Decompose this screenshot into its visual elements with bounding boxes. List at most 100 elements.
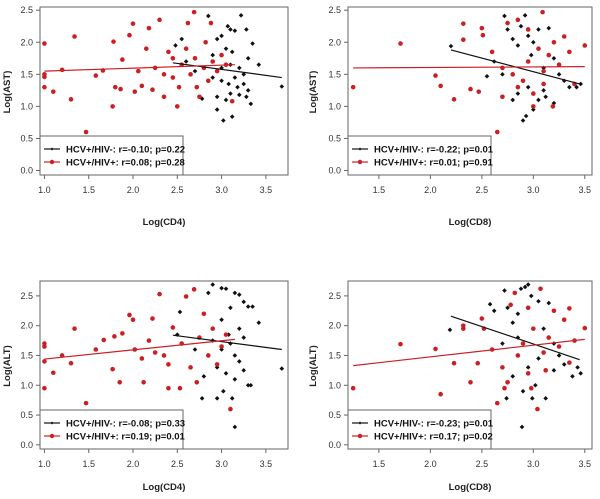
point-hiv-pos — [157, 291, 162, 297]
y-tick-label: 0.0 — [20, 166, 33, 176]
point-hiv-pos — [556, 344, 562, 349]
y-tick-label: 1.0 — [328, 101, 341, 111]
y-tick-label: 2.0 — [20, 321, 33, 331]
point-hiv-neg — [223, 371, 229, 376]
point-hiv-pos — [480, 32, 486, 38]
point-hiv-pos — [541, 350, 546, 355]
point-hiv-neg — [447, 327, 453, 333]
point-hiv-pos — [500, 365, 505, 370]
x-tick-label: 2.5 — [476, 185, 489, 195]
y-axis-label: Log(ALT) — [2, 345, 13, 387]
legend-entry: HCV+/HIV+: r=0.19; p=0.01 — [66, 432, 186, 443]
x-tick-label: 1.5 — [82, 185, 95, 195]
fit-line-hiv-neg — [172, 334, 282, 351]
y-axis-label: Log(AST) — [2, 71, 13, 114]
point-hiv-pos — [582, 325, 588, 331]
point-hiv-neg — [229, 396, 235, 401]
point-hiv-pos — [520, 341, 526, 346]
point-hiv-neg — [536, 27, 541, 32]
point-hiv-neg — [561, 78, 567, 84]
y-tick-label: 1.5 — [20, 350, 33, 360]
point-hiv-neg — [256, 320, 262, 326]
point-hiv-neg — [219, 347, 224, 352]
point-hiv-neg — [484, 73, 490, 79]
point-hiv-neg — [536, 356, 541, 361]
point-hiv-neg — [536, 298, 541, 304]
point-hiv-neg — [241, 335, 247, 340]
point-hiv-pos — [556, 62, 562, 68]
x-tick-label: 2.0 — [127, 459, 140, 469]
panel-1: 0.0 0.5 1.0 1.5 2.0 2.5 1.0 1.5 2.0 2.5 3.0 3.5 Log(… — [2, 5, 289, 228]
point-hiv-neg — [219, 65, 224, 71]
x-tick-label: 2.5 — [476, 459, 489, 469]
point-hiv-pos — [525, 59, 531, 64]
legend-marker — [49, 433, 55, 439]
point-hiv-pos — [139, 83, 145, 89]
point-hiv-pos — [228, 406, 233, 412]
point-hiv-neg — [518, 286, 524, 292]
point-hiv-pos — [117, 379, 123, 385]
point-hiv-neg — [177, 309, 183, 315]
point-hiv-pos — [561, 34, 567, 39]
point-hiv-neg — [578, 371, 583, 376]
point-hiv-pos — [111, 39, 116, 44]
legend-marker — [49, 159, 55, 165]
point-hiv-pos — [541, 81, 546, 87]
point-hiv-pos — [177, 385, 183, 391]
point-hiv-neg — [223, 46, 229, 51]
x-axis-label: Log(CD8) — [449, 482, 492, 493]
point-hiv-pos — [540, 9, 545, 15]
point-hiv-neg — [232, 75, 238, 80]
point-hiv-neg — [250, 41, 255, 46]
point-hiv-pos — [541, 68, 546, 74]
point-hiv-pos — [194, 379, 200, 385]
point-hiv-pos — [479, 25, 485, 31]
point-hiv-neg — [226, 81, 231, 87]
point-hiv-neg — [236, 326, 242, 331]
point-hiv-neg — [210, 282, 216, 287]
point-hiv-pos — [550, 104, 556, 109]
x-tick-label: 2.5 — [171, 459, 184, 469]
legend-entry: HCV+/HIV+: r=0.01; p=0.91 — [374, 158, 494, 169]
point-hiv-neg — [575, 365, 580, 370]
point-hiv-neg — [241, 299, 247, 305]
point-hiv-neg — [232, 376, 238, 382]
point-hiv-pos — [438, 391, 443, 397]
point-hiv-neg — [515, 335, 521, 340]
fit-line-hiv-pos — [44, 338, 235, 360]
point-hiv-pos — [141, 379, 146, 385]
point-hiv-neg — [448, 43, 454, 49]
x-tick-label: 1.5 — [373, 185, 386, 195]
point-hiv-neg — [505, 305, 510, 311]
point-hiv-neg — [520, 388, 526, 394]
point-hiv-pos — [183, 46, 189, 51]
point-hiv-pos — [567, 49, 572, 55]
legend-box — [347, 135, 492, 176]
point-hiv-pos — [350, 84, 356, 90]
point-hiv-pos — [475, 360, 481, 366]
plot-area — [350, 282, 588, 430]
point-hiv-neg — [528, 293, 534, 299]
point-hiv-pos — [438, 83, 443, 89]
point-hiv-neg — [210, 52, 216, 58]
point-hiv-pos — [451, 360, 457, 366]
point-hiv-neg — [529, 396, 535, 401]
point-hiv-pos — [536, 46, 541, 51]
x-tick-label: 3.5 — [579, 185, 592, 195]
legend-box — [347, 409, 492, 450]
x-axis-label: Log(CD4) — [143, 482, 186, 493]
point-hiv-neg — [232, 290, 238, 296]
point-hiv-pos — [531, 326, 536, 331]
point-hiv-pos — [139, 356, 145, 361]
point-hiv-neg — [223, 286, 229, 292]
point-hiv-neg — [520, 118, 526, 123]
point-hiv-neg — [515, 311, 521, 317]
point-hiv-pos — [515, 353, 521, 358]
point-hiv-pos — [130, 21, 136, 26]
point-hiv-pos — [219, 52, 224, 58]
fit-line-hiv-pos — [44, 64, 235, 72]
x-tick-label: 1.5 — [82, 459, 95, 469]
point-hiv-pos — [505, 379, 510, 385]
point-hiv-neg — [228, 305, 233, 311]
